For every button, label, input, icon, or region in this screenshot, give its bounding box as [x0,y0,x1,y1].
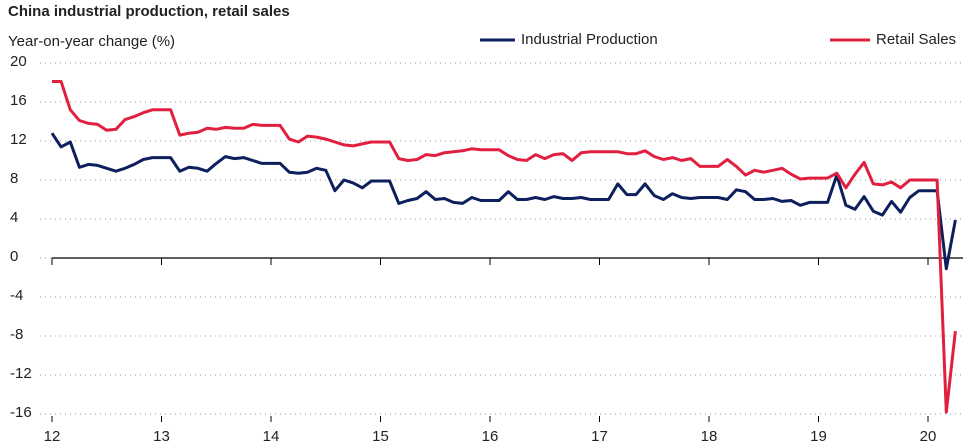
y-tick-label: -8 [10,326,23,343]
chart-title: China industrial production, retail sale… [8,3,290,20]
y-tick-label: 12 [10,131,27,148]
y-tick-label: 4 [10,209,18,226]
y-tick-label: 8 [10,170,18,187]
y-tick-label: 0 [10,248,18,265]
x-tick-label: 12 [44,428,61,445]
x-tick-label: 13 [153,428,170,445]
x-tick-label: 20 [920,428,937,445]
y-tick-label: 16 [10,92,27,109]
x-tick-label: 16 [482,428,499,445]
y-tick-label: -4 [10,287,23,304]
y-tick-label: 20 [10,53,27,70]
x-tick-label: 15 [372,428,389,445]
y-tick-label: -16 [10,404,32,421]
x-tick-label: 14 [263,428,280,445]
x-tick-label: 17 [591,428,608,445]
series-line [52,80,957,414]
legend-label: Retail Sales [876,31,956,48]
x-tick-label: 19 [810,428,827,445]
series-line [50,132,957,271]
legend-label: Industrial Production [521,31,658,48]
x-tick-label: 18 [701,428,718,445]
chart-subtitle: Year-on-year change (%) [8,33,175,50]
y-tick-label: -12 [10,365,32,382]
